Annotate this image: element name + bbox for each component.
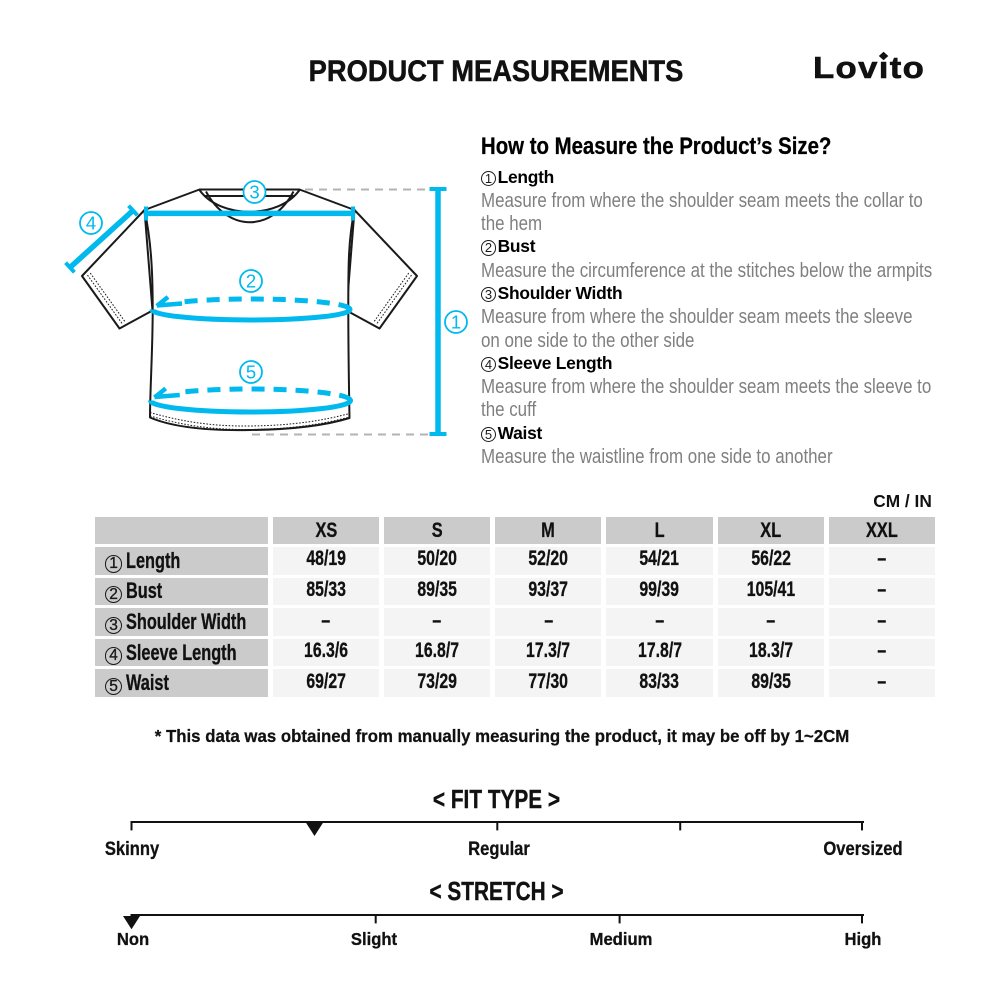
svg-text:5: 5 [246,361,256,382]
svg-text:2: 2 [246,270,256,291]
svg-text:3: 3 [249,181,259,202]
svg-text:1: 1 [451,311,461,332]
svg-text:4: 4 [86,212,96,233]
